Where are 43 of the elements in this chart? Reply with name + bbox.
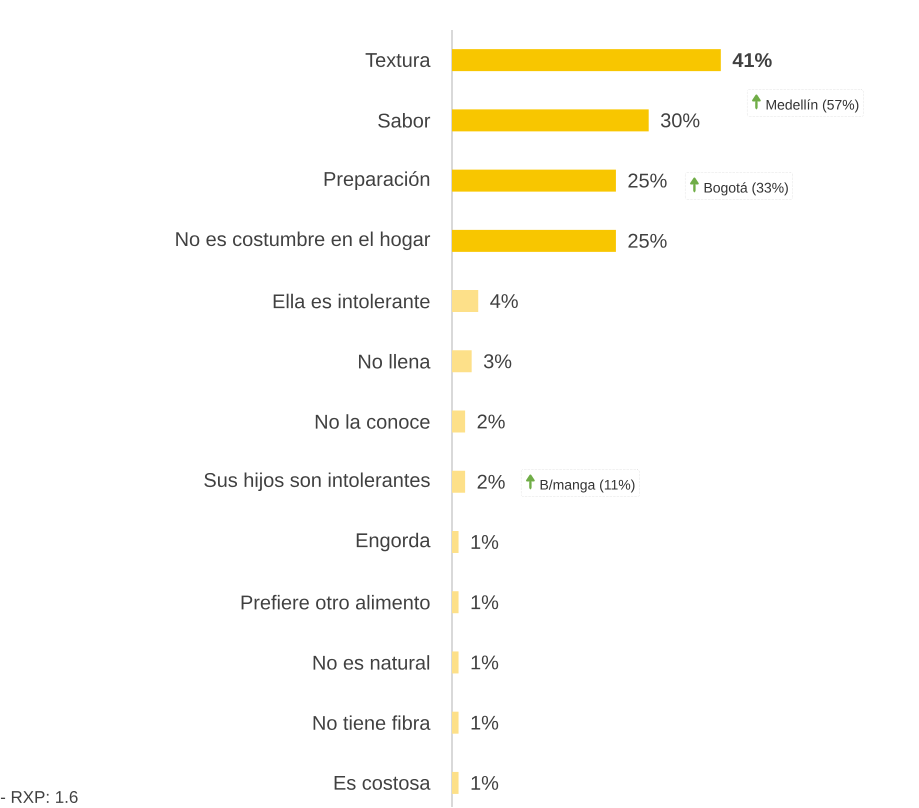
- bar: [452, 290, 478, 312]
- data-label: 2%: [478, 474, 505, 489]
- y-tick-label: Sabor: [378, 113, 430, 128]
- data-label: 2%: [478, 414, 505, 429]
- bar: [452, 170, 616, 192]
- data-label: 1%: [472, 716, 498, 730]
- data-label: 30%: [660, 113, 700, 128]
- text: Medellín (57%): [766, 99, 858, 112]
- data-label: 25%: [628, 234, 667, 248]
- bar: [452, 530, 459, 553]
- text: - RXP: 1.6: [0, 791, 78, 803]
- bar: [452, 230, 616, 252]
- bar: [452, 772, 459, 794]
- data-label: 25%: [628, 174, 667, 188]
- y-tick-label: Ella es intolerante: [274, 294, 430, 308]
- y-tick-label: Engorda: [356, 532, 430, 552]
- bar: [452, 49, 721, 72]
- y-tick-label: No es costumbre en el hogar: [176, 232, 430, 250]
- bar: [452, 350, 472, 372]
- y-tick-label: Prefiere otro alimento: [242, 594, 430, 610]
- annotation: B/manga (11%): [540, 479, 634, 492]
- bar: [452, 410, 466, 433]
- bar: [452, 470, 466, 493]
- data-label: 1%: [472, 776, 498, 790]
- annotation: Bogotá (33%): [704, 182, 788, 196]
- bar: [452, 591, 459, 614]
- y-tick-label: No llena: [359, 354, 430, 369]
- data-label: 1%: [472, 655, 498, 670]
- data-label: 3%: [484, 354, 512, 368]
- data-label: 41%: [732, 53, 772, 68]
- data-label: 1%: [472, 535, 498, 549]
- y-tick-label: No tiene fibra: [314, 715, 430, 730]
- bar: [452, 651, 459, 674]
- y-tick-label: Preparación: [324, 171, 430, 190]
- data-label: 1%: [472, 595, 498, 610]
- bar: [452, 712, 459, 734]
- y-tick-label: No es natural: [314, 655, 430, 670]
- bar: [452, 109, 649, 132]
- y-tick-label: Sus hijos son intolerantes: [204, 472, 430, 492]
- y-tick-label: Es costosa: [334, 776, 430, 790]
- y-tick-label: Textura: [366, 53, 430, 68]
- y-tick-label: No la conoce: [316, 414, 430, 429]
- data-label: 4%: [490, 294, 518, 308]
